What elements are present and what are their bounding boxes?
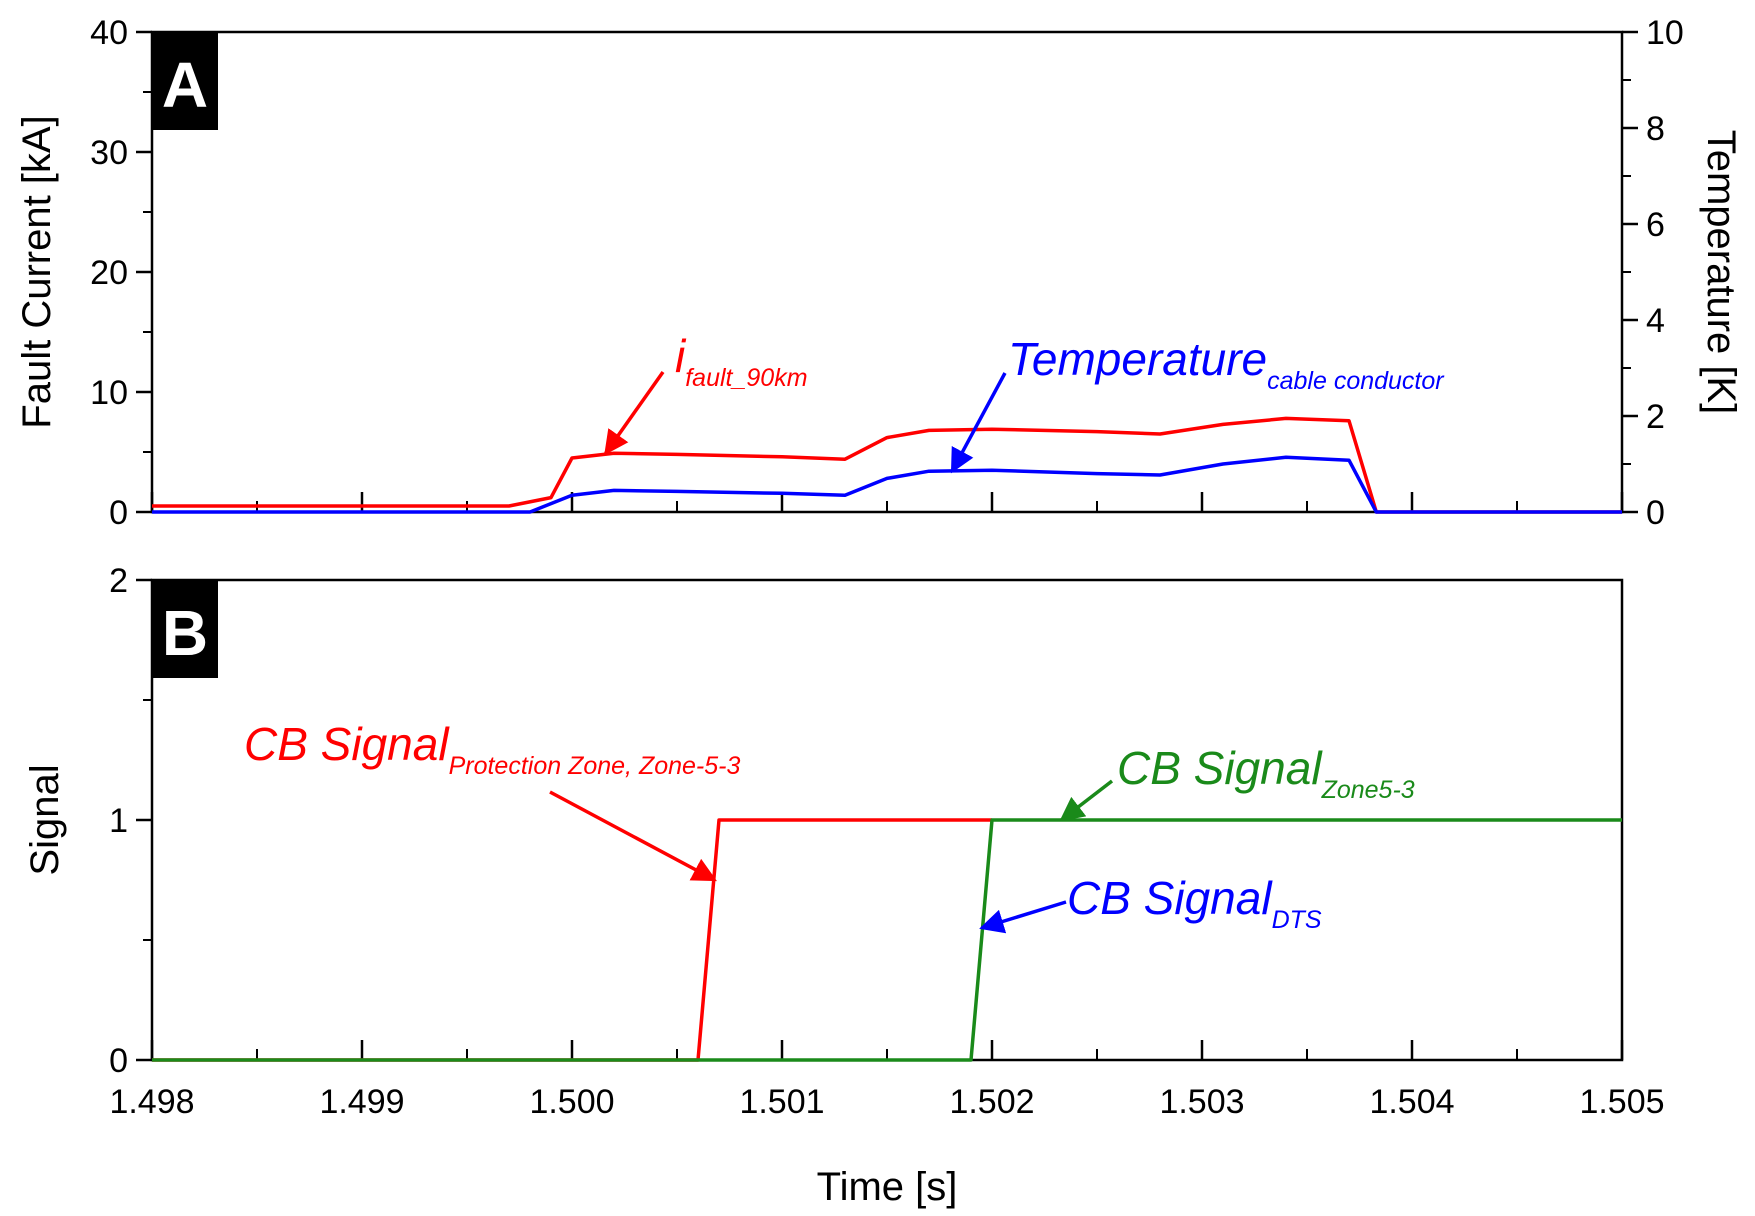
y2-tick-label: 10 (1646, 14, 1684, 52)
panel-b-annotations: CB SignalProtection Zone, Zone-5-3 CB Sig… (244, 718, 1415, 934)
x-tick-label: 1.504 (1369, 1083, 1454, 1121)
panel-a-badge-label: A (162, 49, 208, 121)
panel-b: 1.498 1.499 1.500 1.501 1.502 1.503 1.504 1.505… (23, 562, 1665, 1209)
panel-a-badge (152, 32, 218, 130)
panel-b-series (152, 818, 1622, 1062)
x-tick-label: 1.505 (1579, 1083, 1664, 1121)
x-tick-label: 1.503 (1159, 1083, 1244, 1121)
x-tick-label: 1.502 (949, 1083, 1034, 1121)
y2-tick-label: 8 (1646, 110, 1665, 148)
panel-a-frame (150, 30, 1624, 514)
x-tick-label: 1.498 (109, 1083, 194, 1121)
annotation-arrow (1059, 779, 1114, 822)
y-tick-label: 20 (90, 254, 128, 292)
y-tick-label: 30 (90, 134, 128, 172)
y2-tick-label: 0 (1646, 494, 1665, 532)
panel-b-ticks: 1.498 1.499 1.500 1.501 1.502 1.503 1.504 1.505… (109, 562, 1664, 1121)
x-tick-label: 1.501 (739, 1083, 824, 1121)
panel-a: 0 10 20 30 40 0 2 4 6 8 10 ifault_90km Temperaturec… (15, 14, 1743, 532)
annotation-arrow (604, 370, 665, 456)
panel-a-y2-axis-label: Temperature [K] (1699, 130, 1743, 415)
y2-tick-label: 6 (1646, 206, 1665, 244)
panel-b-y-axis-label: Signal (23, 764, 67, 875)
y2-tick-label: 4 (1646, 302, 1665, 340)
annotation-label: ifault_90km (675, 330, 808, 392)
annotation-arrow (979, 900, 1067, 934)
panel-a-annotations: ifault_90km Temperaturecable conductor (604, 330, 1445, 474)
annotation-label: CB SignalProtection Zone, Zone-5-3 (244, 718, 740, 780)
series-line-2 (152, 818, 1622, 1062)
panel-b-badge (152, 580, 218, 678)
y-tick-label: 2 (109, 562, 128, 600)
panel-a-series (152, 416, 1622, 514)
series-line-1 (152, 818, 992, 1062)
series-line-2 (152, 455, 1622, 514)
annotation-arrow (950, 372, 1007, 474)
annotation-label: CB SignalZone5-3 (1117, 742, 1415, 804)
y-tick-label: 10 (90, 374, 128, 412)
series-line-1 (152, 416, 1622, 514)
x-tick-label: 1.500 (529, 1083, 614, 1121)
x-axis-label: Time [s] (817, 1165, 958, 1209)
y-tick-label: 1 (109, 802, 128, 840)
y-tick-label: 0 (109, 1042, 128, 1080)
annotation-label: Temperaturecable conductor (1008, 333, 1445, 395)
panel-a-y-axis-label: Fault Current [kA] (15, 115, 59, 428)
annotation-label: CB SignalDTS (1067, 872, 1322, 934)
panel-b-badge-label: B (162, 597, 208, 669)
y-tick-label: 0 (109, 494, 128, 532)
x-tick-label: 1.499 (319, 1083, 404, 1121)
y2-tick-label: 2 (1646, 398, 1665, 436)
annotation-arrow (549, 790, 717, 882)
y-tick-label: 40 (90, 14, 128, 52)
panel-a-ticks: 0 10 20 30 40 0 2 4 6 8 10 (90, 14, 1684, 532)
